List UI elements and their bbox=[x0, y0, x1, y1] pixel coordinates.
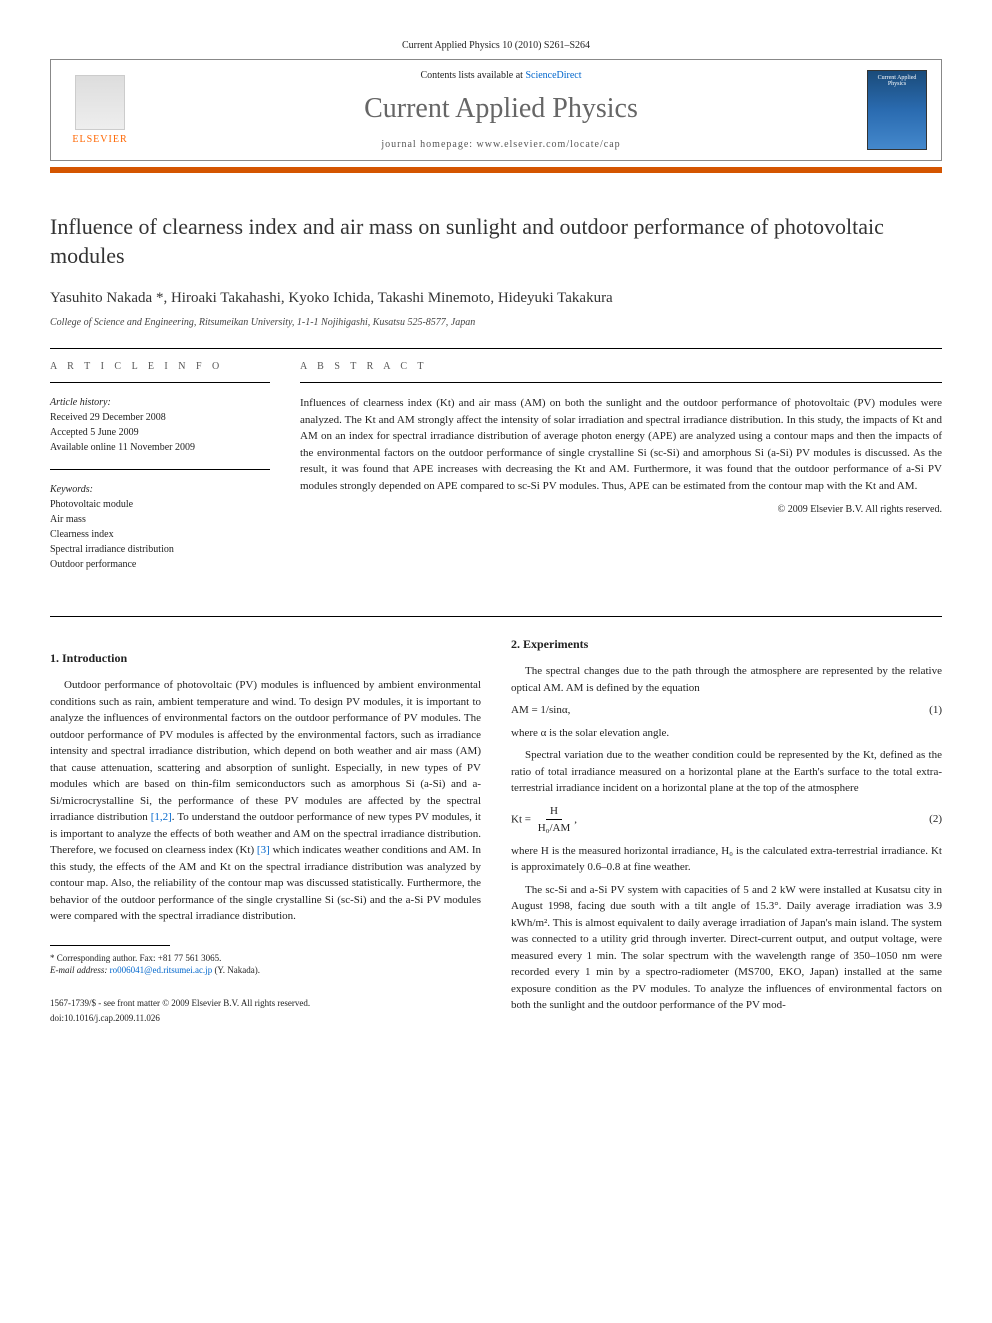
email-link[interactable]: ro006041@ed.ritsumei.ac.jp bbox=[110, 965, 213, 975]
online-date: Available online 11 November 2009 bbox=[50, 440, 270, 455]
keyword-item: Outdoor performance bbox=[50, 557, 270, 572]
intro-paragraph: Outdoor performance of photovoltaic (PV)… bbox=[50, 677, 481, 925]
email-label: E-mail address: bbox=[50, 965, 110, 975]
equation-1: AM = 1/sinα, (1) bbox=[511, 702, 942, 719]
email-suffix: (Y. Nakada). bbox=[212, 965, 260, 975]
exp-paragraph: where H is the measured horizontal irrad… bbox=[511, 843, 942, 876]
publisher-name: ELSEVIER bbox=[72, 134, 127, 145]
orange-divider bbox=[50, 167, 942, 173]
email-line: E-mail address: ro006041@ed.ritsumei.ac.… bbox=[50, 964, 481, 977]
elsevier-tree-icon bbox=[75, 75, 125, 130]
intro-heading: 1. Introduction bbox=[50, 649, 481, 667]
header-center: Contents lists available at ScienceDirec… bbox=[135, 70, 867, 150]
journal-homepage-line: journal homepage: www.elsevier.com/locat… bbox=[135, 139, 867, 150]
abstract-heading: A B S T R A C T bbox=[300, 361, 942, 372]
corresponding-author-footnote: * Corresponding author. Fax: +81 77 561 … bbox=[50, 952, 481, 977]
article-info-column: A R T I C L E I N F O Article history: R… bbox=[50, 361, 270, 586]
divider bbox=[50, 348, 942, 349]
keyword-item: Air mass bbox=[50, 512, 270, 527]
contents-available-line: Contents lists available at ScienceDirec… bbox=[135, 70, 867, 81]
citation-line: Current Applied Physics 10 (2010) S261–S… bbox=[50, 40, 942, 51]
exp-paragraph: where α is the solar elevation angle. bbox=[511, 725, 942, 742]
contents-prefix: Contents lists available at bbox=[420, 70, 525, 81]
journal-cover-thumbnail: Current Applied Physics bbox=[867, 70, 927, 150]
article-title: Influence of clearness index and air mas… bbox=[50, 213, 942, 270]
fraction-numerator: H bbox=[546, 803, 562, 821]
divider bbox=[50, 469, 270, 470]
keyword-item: Photovoltaic module bbox=[50, 497, 270, 512]
divider bbox=[50, 382, 270, 383]
affiliation-line: College of Science and Engineering, Rits… bbox=[50, 317, 942, 328]
authors-line: Yasuhito Nakada *, Hiroaki Takahashi, Ky… bbox=[50, 290, 942, 307]
body-two-column: 1. Introduction Outdoor performance of p… bbox=[50, 635, 942, 1030]
keyword-item: Clearness index bbox=[50, 527, 270, 542]
eq2-lhs: Kt = bbox=[511, 813, 534, 825]
equation-2: Kt = HH₀/AM, (2) bbox=[511, 803, 942, 837]
citation-link[interactable]: [1,2] bbox=[151, 811, 172, 823]
sciencedirect-link[interactable]: ScienceDirect bbox=[525, 70, 581, 81]
article-info-heading: A R T I C L E I N F O bbox=[50, 361, 270, 372]
journal-title: Current Applied Physics bbox=[135, 93, 867, 125]
abstract-copyright: © 2009 Elsevier B.V. All rights reserved… bbox=[300, 504, 942, 515]
divider bbox=[300, 382, 942, 383]
corr-author-line: * Corresponding author. Fax: +81 77 561 … bbox=[50, 952, 481, 965]
abstract-column: A B S T R A C T Influences of clearness … bbox=[300, 361, 942, 586]
keywords-block: Keywords: Photovoltaic module Air mass C… bbox=[50, 482, 270, 572]
accepted-date: Accepted 5 June 2009 bbox=[50, 425, 270, 440]
issn-line: 1567-1739/$ - see front matter © 2009 El… bbox=[50, 997, 481, 1011]
keywords-label: Keywords: bbox=[50, 482, 270, 497]
citation-link[interactable]: [3] bbox=[257, 844, 270, 856]
footnote-separator bbox=[50, 945, 170, 946]
eq1-body: AM = 1/sinα, bbox=[511, 702, 570, 719]
abstract-text: Influences of clearness index (Kt) and a… bbox=[300, 395, 942, 494]
eq2-comma: , bbox=[574, 813, 577, 825]
exp-paragraph: The spectral changes due to the path thr… bbox=[511, 663, 942, 696]
divider bbox=[50, 616, 942, 617]
info-abstract-row: A R T I C L E I N F O Article history: R… bbox=[50, 361, 942, 586]
exp-paragraph: The sc-Si and a-Si PV system with capaci… bbox=[511, 882, 942, 1014]
intro-text-1: Outdoor performance of photovoltaic (PV)… bbox=[50, 679, 481, 823]
eq2-body: Kt = HH₀/AM, bbox=[511, 803, 577, 837]
received-date: Received 29 December 2008 bbox=[50, 410, 270, 425]
eq1-number: (1) bbox=[929, 702, 942, 719]
homepage-prefix: journal homepage: bbox=[381, 139, 476, 150]
doi-line: doi:10.1016/j.cap.2009.11.026 bbox=[50, 1012, 481, 1026]
article-history-block: Article history: Received 29 December 20… bbox=[50, 395, 270, 455]
keyword-item: Spectral irradiance distribution bbox=[50, 542, 270, 557]
journal-header-box: ELSEVIER Contents lists available at Sci… bbox=[50, 59, 942, 161]
eq2-number: (2) bbox=[929, 811, 942, 828]
experiments-heading: 2. Experiments bbox=[511, 635, 942, 653]
cover-title-text: Current Applied Physics bbox=[872, 75, 922, 87]
publisher-logo: ELSEVIER bbox=[65, 70, 135, 150]
homepage-url: www.elsevier.com/locate/cap bbox=[477, 139, 621, 150]
fraction-denominator: H₀/AM bbox=[534, 820, 575, 837]
exp-paragraph: Spectral variation due to the weather co… bbox=[511, 747, 942, 797]
fraction: HH₀/AM bbox=[534, 803, 575, 837]
history-label: Article history: bbox=[50, 395, 270, 410]
